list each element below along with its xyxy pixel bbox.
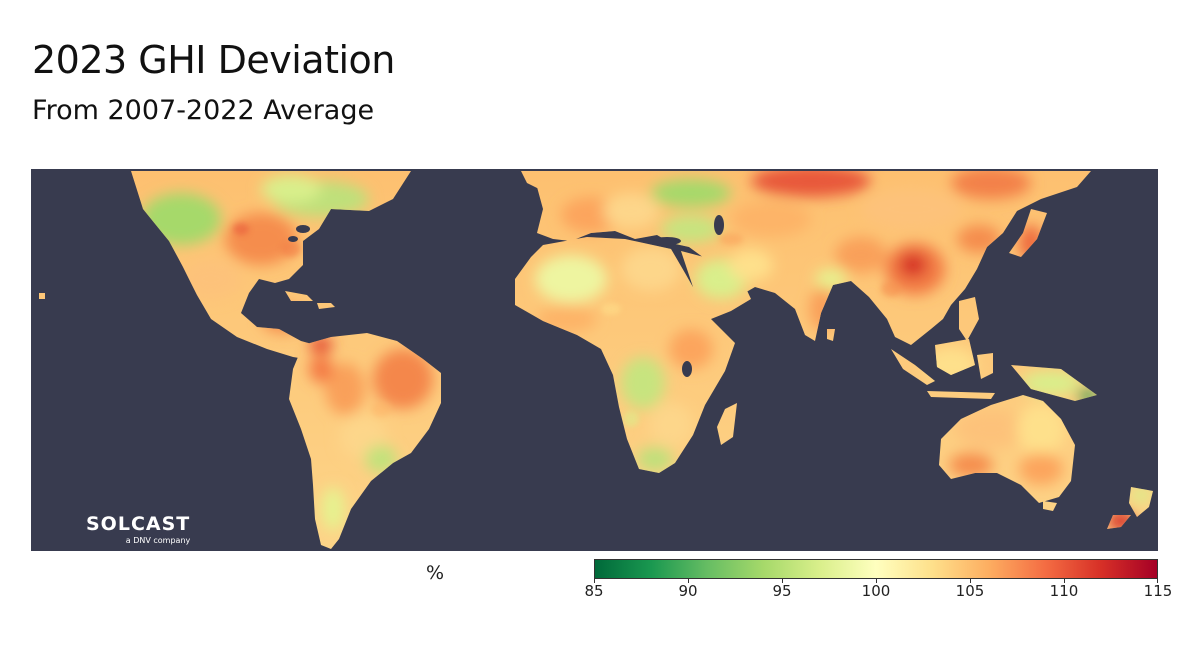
colorbar-tick-mark: [782, 579, 783, 583]
colorbar-tick-mark: [594, 579, 595, 583]
colorbar-tick-mark: [688, 579, 689, 583]
map-title: 2023 GHI Deviation: [32, 38, 395, 82]
colorbar-tick-mark: [970, 579, 971, 583]
colorbar-tick-label: 110: [1049, 582, 1079, 600]
colorbar-tick-label: 90: [678, 582, 698, 600]
colorbar-tick-mark: [1157, 579, 1158, 583]
world-map: [31, 169, 1158, 551]
map-subtitle: From 2007-2022 Average: [32, 95, 375, 126]
colorbar-tick-label: 105: [955, 582, 985, 600]
colorbar-tick-mark: [1064, 579, 1065, 583]
colorbar-tick-label: 100: [861, 582, 891, 600]
colorbar-tick-label: 115: [1143, 582, 1173, 600]
colorbar: [594, 559, 1158, 579]
inland-water: [288, 215, 724, 377]
colorbar-unit-label: %: [426, 562, 445, 584]
colorbar-tick-label: 85: [584, 582, 604, 600]
colorbar-tick-mark: [876, 579, 877, 583]
colorbar-ticks: 85 90 95 100 105 110 115: [584, 579, 1172, 609]
colorbar-tick-label: 95: [772, 582, 792, 600]
